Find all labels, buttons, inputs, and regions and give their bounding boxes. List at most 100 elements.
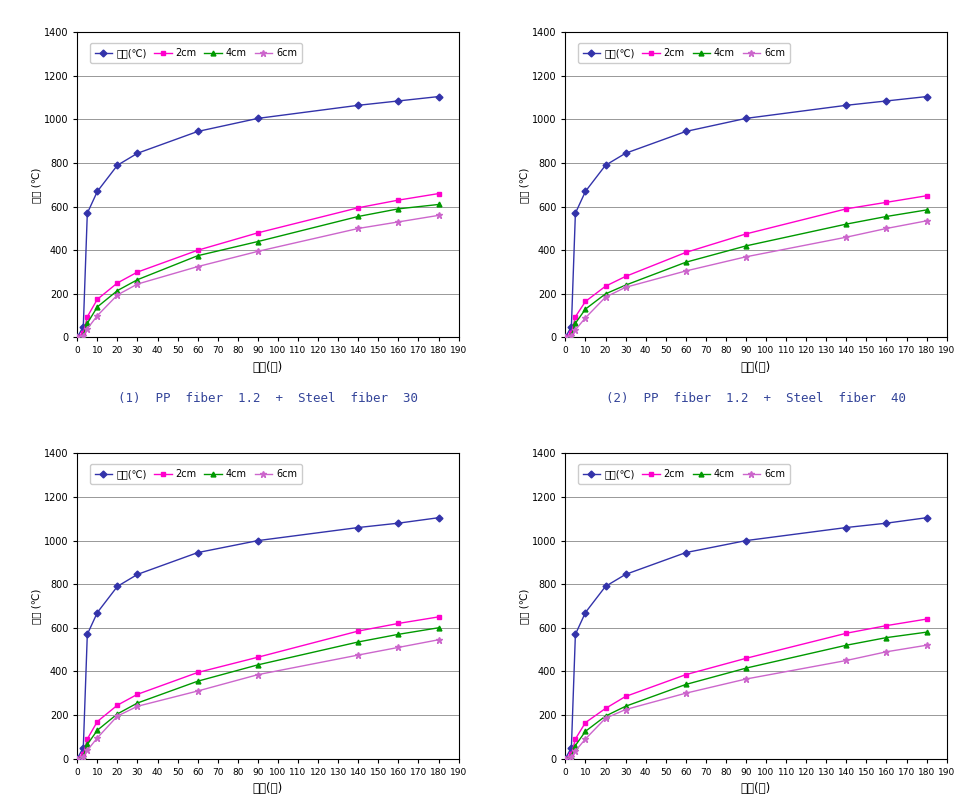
온도(℃) (71, 332, 83, 342)
온도(℃) (881, 96, 893, 106)
Legend: 온도(℃), 2cm, 4cm, 6cm: 온도(℃), 2cm, 4cm, 6cm (90, 464, 302, 484)
4cm (433, 199, 444, 209)
온도(℃) (81, 629, 93, 639)
2cm (840, 629, 852, 638)
Line: 4cm: 4cm (74, 625, 440, 761)
2cm (392, 195, 404, 205)
온도(℃) (112, 161, 124, 170)
4cm (131, 275, 143, 285)
온도(℃) (740, 536, 752, 546)
2cm (921, 614, 932, 624)
4cm (580, 726, 591, 736)
2cm (192, 245, 204, 255)
온도(℃) (131, 148, 143, 158)
온도(℃) (680, 127, 692, 136)
온도(℃) (112, 582, 124, 592)
Y-axis label: 온도 (℃): 온도 (℃) (519, 167, 529, 203)
4cm (921, 205, 932, 215)
온도(℃) (81, 208, 93, 218)
온도(℃) (570, 208, 582, 218)
4cm (252, 660, 264, 670)
2cm (740, 654, 752, 663)
2cm (433, 189, 444, 199)
4cm (680, 257, 692, 267)
2cm (600, 282, 611, 291)
4cm (565, 330, 577, 340)
6cm (600, 713, 611, 723)
4cm (71, 332, 83, 342)
6cm (580, 313, 591, 323)
6cm (620, 282, 632, 292)
4cm (565, 751, 577, 761)
2cm (77, 750, 89, 759)
온도(℃) (392, 518, 404, 528)
6cm (740, 252, 752, 261)
4cm (77, 751, 89, 761)
6cm (620, 705, 632, 714)
4cm (92, 302, 103, 312)
Line: 온도(℃): 온도(℃) (74, 94, 440, 340)
2cm (680, 670, 692, 679)
X-axis label: 시간(분): 시간(분) (741, 782, 771, 795)
Line: 2cm: 2cm (563, 194, 929, 340)
온도(℃) (71, 754, 83, 763)
온도(℃) (92, 186, 103, 196)
4cm (252, 236, 264, 246)
온도(℃) (433, 513, 444, 523)
2cm (559, 754, 571, 763)
6cm (71, 332, 83, 342)
6cm (252, 670, 264, 679)
X-axis label: 시간(분): 시간(분) (253, 361, 283, 374)
2cm (77, 328, 89, 338)
2cm (353, 626, 364, 636)
4cm (71, 754, 83, 763)
4cm (840, 220, 852, 229)
Line: 6cm: 6cm (562, 642, 929, 762)
온도(℃) (620, 570, 632, 579)
2cm (620, 272, 632, 282)
Line: 6cm: 6cm (562, 218, 929, 341)
6cm (112, 711, 124, 721)
Y-axis label: 온도 (℃): 온도 (℃) (31, 588, 41, 624)
6cm (580, 734, 591, 744)
2cm (252, 228, 264, 237)
4cm (570, 319, 582, 328)
2cm (353, 203, 364, 212)
4cm (559, 754, 571, 763)
온도(℃) (77, 322, 89, 332)
6cm (81, 746, 93, 755)
4cm (881, 211, 893, 221)
6cm (112, 290, 124, 299)
2cm (112, 278, 124, 288)
온도(℃) (252, 536, 264, 546)
6cm (81, 324, 93, 333)
6cm (600, 292, 611, 302)
온도(℃) (921, 92, 932, 102)
6cm (559, 332, 571, 342)
온도(℃) (392, 96, 404, 106)
Line: 온도(℃): 온도(℃) (563, 516, 929, 761)
온도(℃) (580, 608, 591, 617)
2cm (580, 717, 591, 727)
온도(℃) (921, 513, 932, 523)
6cm (433, 635, 444, 645)
2cm (81, 312, 93, 321)
6cm (433, 211, 444, 220)
Line: 온도(℃): 온도(℃) (563, 94, 929, 340)
2cm (71, 754, 83, 763)
X-axis label: 시간(분): 시간(분) (741, 361, 771, 374)
Line: 4cm: 4cm (563, 207, 929, 340)
6cm (77, 753, 89, 763)
6cm (353, 650, 364, 660)
6cm (192, 686, 204, 696)
4cm (433, 623, 444, 633)
6cm (77, 332, 89, 341)
2cm (580, 297, 591, 307)
2cm (680, 248, 692, 257)
6cm (92, 311, 103, 320)
6cm (131, 279, 143, 289)
4cm (392, 629, 404, 639)
온도(℃) (600, 161, 611, 170)
4cm (620, 280, 632, 290)
Text: (2)  PP  fiber  1.2  +  Steel  fiber  40: (2) PP fiber 1.2 + Steel fiber 40 (606, 392, 906, 405)
